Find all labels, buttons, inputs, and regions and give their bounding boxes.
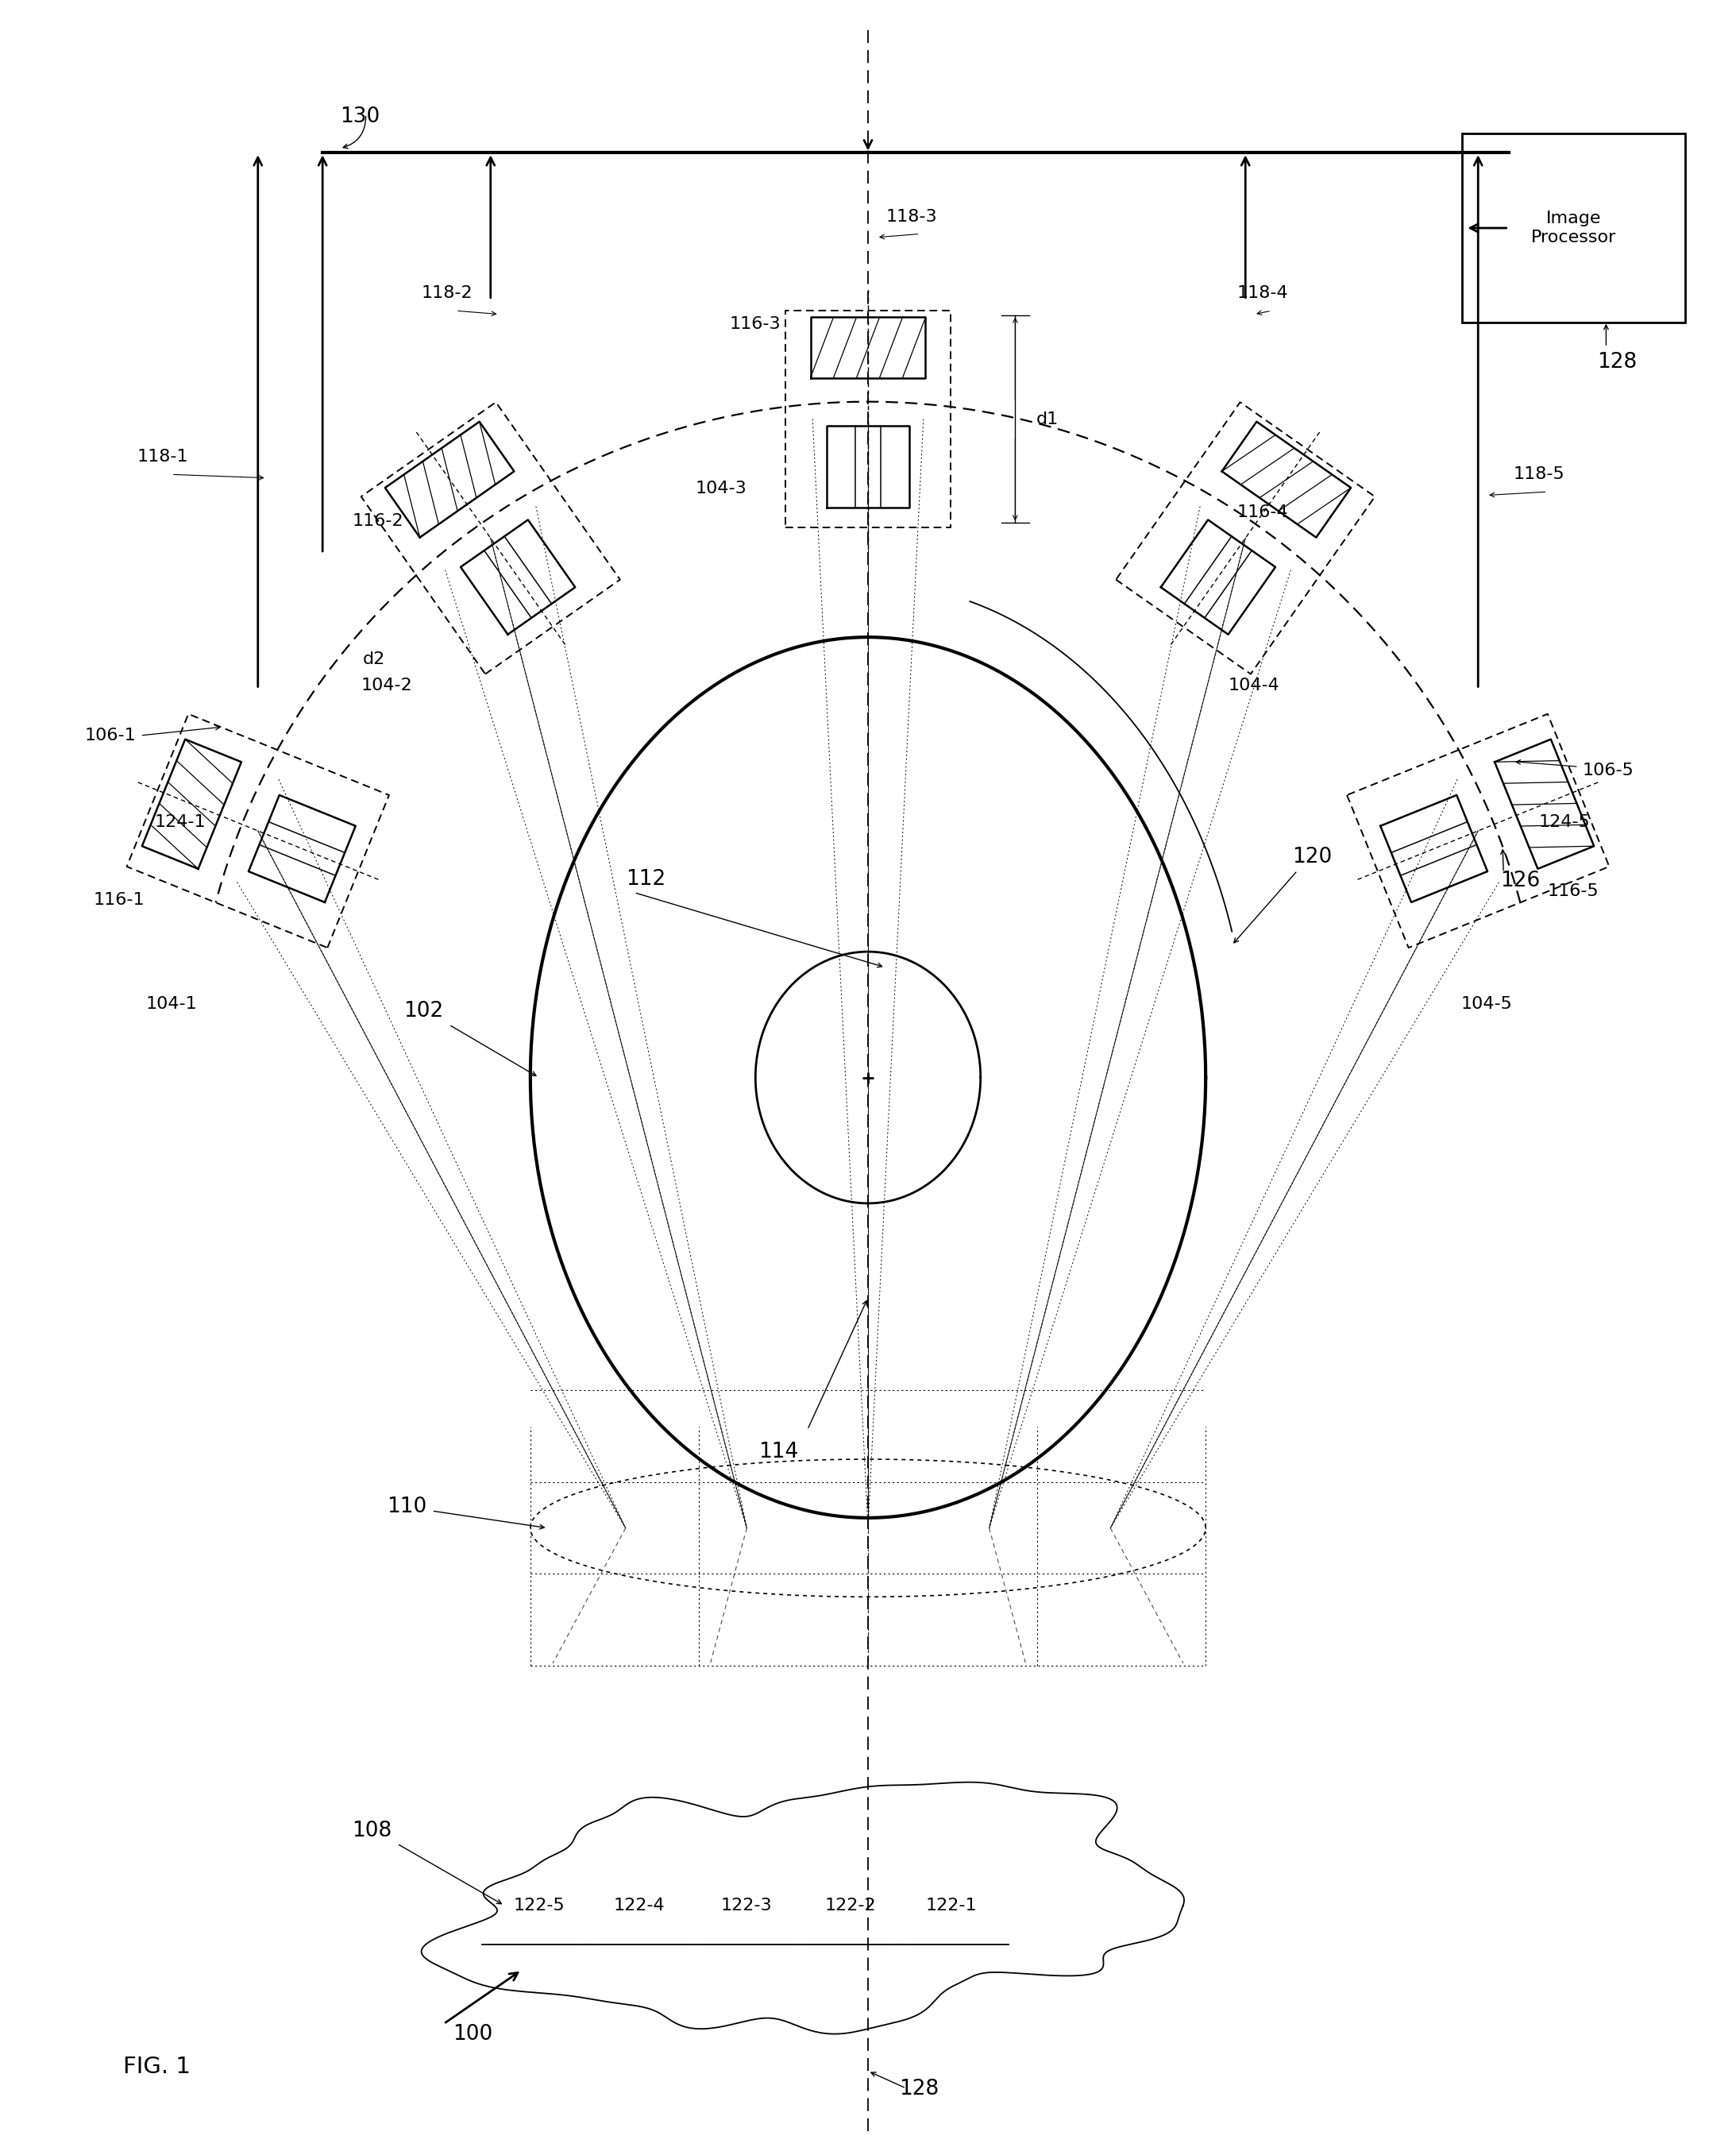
Text: d1: d1 (1036, 412, 1059, 427)
Text: 118-1: 118-1 (137, 448, 187, 465)
Text: 116-3: 116-3 (729, 317, 781, 332)
Text: 102: 102 (404, 1002, 444, 1021)
Text: 122-4: 122-4 (615, 1899, 665, 1914)
Text: 122-5: 122-5 (514, 1899, 564, 1914)
Text: 120: 120 (1292, 847, 1332, 868)
Text: 122-3: 122-3 (720, 1899, 773, 1914)
Text: 100: 100 (453, 2024, 493, 2045)
Text: FIG. 1: FIG. 1 (123, 2056, 191, 2077)
Text: 118-2: 118-2 (422, 284, 472, 302)
Text: 118-3: 118-3 (885, 209, 937, 224)
Text: 104-3: 104-3 (694, 481, 746, 496)
FancyBboxPatch shape (1462, 134, 1686, 323)
Text: 116-1: 116-1 (94, 892, 146, 907)
Text: 122-1: 122-1 (925, 1899, 977, 1914)
Text: 116-4: 116-4 (1238, 504, 1288, 519)
Text: 112: 112 (625, 868, 665, 890)
Text: 104-5: 104-5 (1462, 996, 1512, 1013)
Text: 128: 128 (1597, 351, 1637, 373)
Text: 130: 130 (340, 106, 380, 127)
Text: 110: 110 (387, 1496, 427, 1517)
Text: d2: d2 (363, 651, 385, 668)
Text: 116-2: 116-2 (352, 513, 404, 528)
Text: 126: 126 (1500, 871, 1540, 892)
Text: 124-1: 124-1 (155, 815, 207, 830)
Text: 104-1: 104-1 (146, 996, 198, 1013)
Text: 108: 108 (352, 1821, 392, 1843)
Text: 122-2: 122-2 (825, 1899, 877, 1914)
Text: 116-5: 116-5 (1547, 884, 1599, 899)
Text: 118-5: 118-5 (1514, 465, 1564, 483)
Text: Image
Processor: Image Processor (1531, 211, 1616, 246)
Text: 104-2: 104-2 (361, 677, 413, 694)
Text: 128: 128 (899, 2077, 939, 2099)
Text: 106-5: 106-5 (1581, 763, 1634, 778)
Text: 104-4: 104-4 (1229, 677, 1279, 694)
Text: 114: 114 (759, 1442, 799, 1461)
Text: 124-5: 124-5 (1538, 815, 1590, 830)
Text: 106-1: 106-1 (85, 728, 137, 743)
Text: 118-4: 118-4 (1238, 284, 1288, 302)
